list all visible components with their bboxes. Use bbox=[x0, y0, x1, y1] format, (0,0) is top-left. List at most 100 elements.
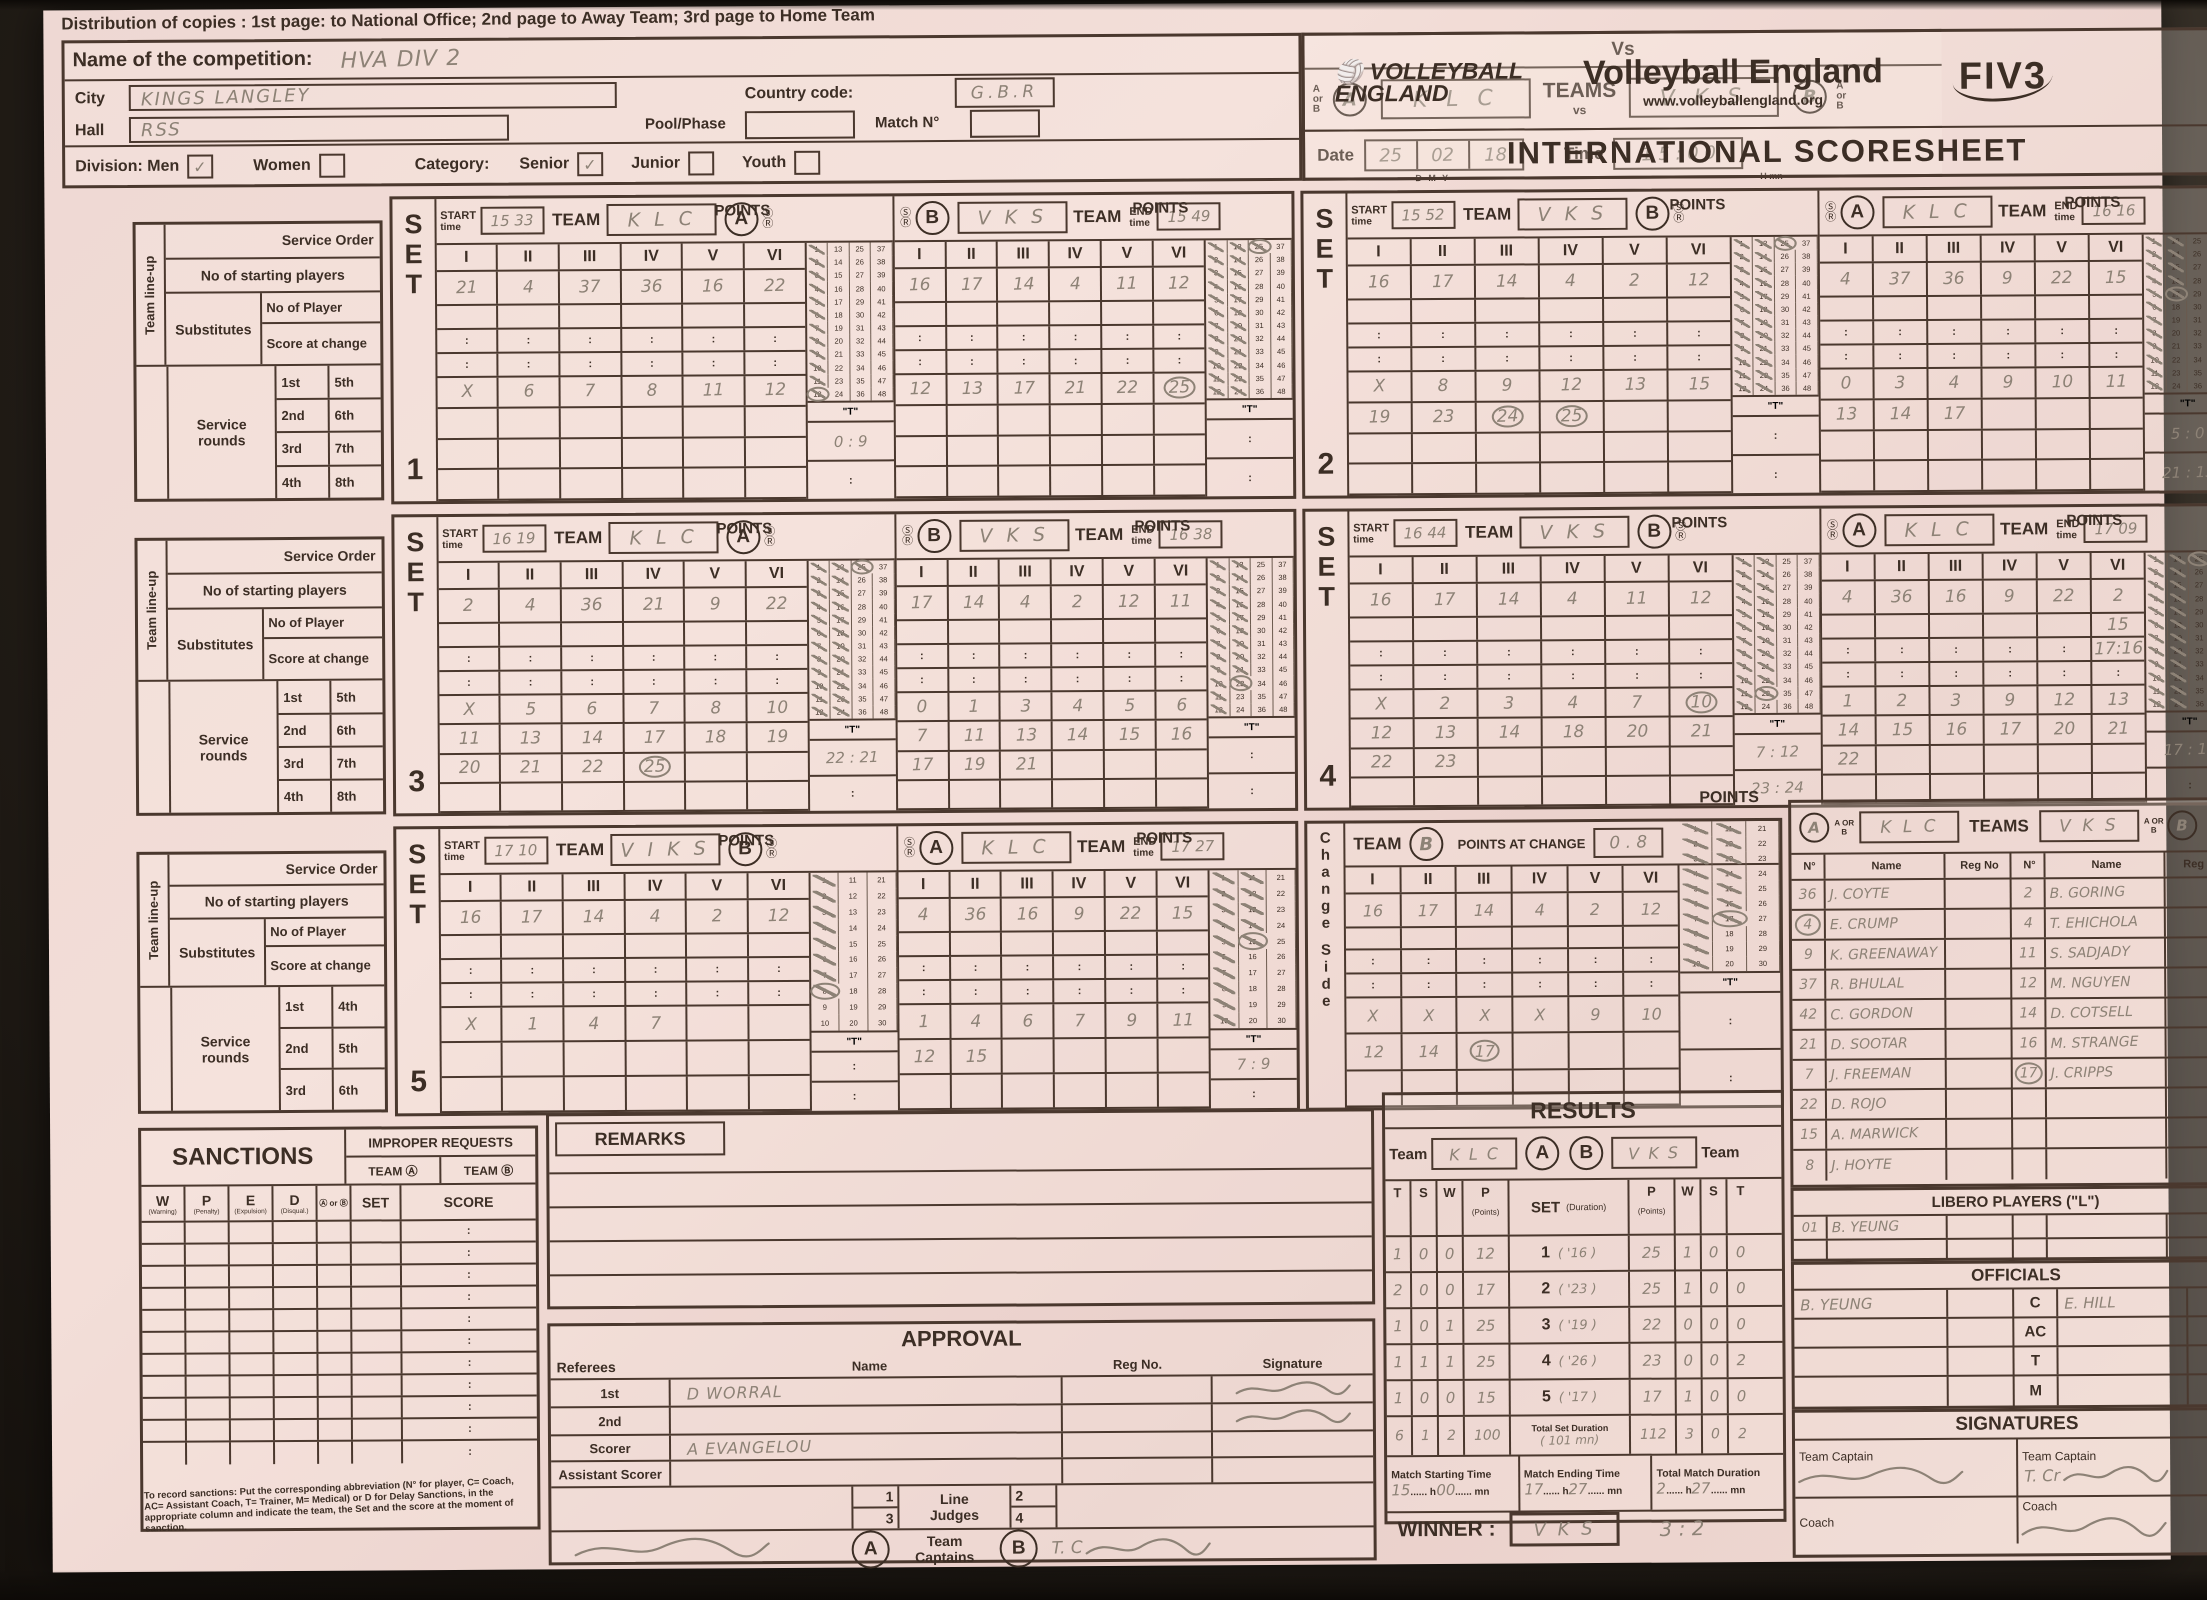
grid-cell: 17 bbox=[502, 901, 564, 934]
tally-number: 27 bbox=[1267, 964, 1297, 981]
service-round-row: X 5 6 7 8 10 bbox=[439, 693, 808, 726]
grid-value: 4 bbox=[649, 906, 661, 927]
numeral: VI bbox=[770, 876, 787, 894]
improper-title: IMPROPER REQUESTS bbox=[368, 1134, 513, 1151]
grid-value: 14 bbox=[1066, 724, 1090, 746]
results-cell: 1 bbox=[1675, 1271, 1703, 1306]
results-a-value: 0 bbox=[1445, 1388, 1456, 1408]
tally-number: 5 bbox=[1731, 289, 1754, 303]
grid-value: 4 bbox=[1534, 899, 1545, 919]
numeral: I bbox=[465, 566, 471, 584]
lineup-row: 17 14 4 2 12 11 bbox=[896, 585, 1206, 622]
coach-signature-row: Coach Coach bbox=[1795, 1496, 2207, 1545]
grid-value: 17:16 bbox=[2093, 638, 2143, 660]
numeral: II bbox=[523, 248, 533, 266]
grid-cell: : bbox=[1350, 666, 1415, 689]
results-b-value: 25 bbox=[1642, 1279, 1662, 1298]
dots-mark: : bbox=[1507, 646, 1511, 659]
set-word-letter: T bbox=[1318, 581, 1336, 612]
grid-cell bbox=[1000, 620, 1053, 643]
dots-mark: : bbox=[2006, 349, 2011, 362]
grid-cell: 17 bbox=[1411, 265, 1476, 299]
tally-number: 9 bbox=[808, 665, 831, 680]
dots-mark: : bbox=[1443, 670, 1447, 683]
start-time-wrap: START time bbox=[436, 209, 476, 232]
grid-cell: 16 bbox=[1157, 721, 1207, 749]
set-word-letter: S bbox=[404, 209, 423, 240]
score-change-row: :::::: bbox=[898, 955, 1209, 982]
grid-value: 13 bbox=[960, 378, 984, 400]
grid-cell bbox=[502, 935, 565, 958]
results-a-value: 0 bbox=[1418, 1244, 1429, 1264]
tally-number: 34 bbox=[850, 360, 872, 375]
captain-a-cell: Team Captain bbox=[1795, 1439, 2019, 1497]
grid-value: 17 bbox=[910, 592, 933, 614]
approval-name-cell bbox=[670, 1405, 1063, 1434]
substitution-row: 15 bbox=[1821, 613, 2145, 640]
grid-cell: : bbox=[437, 353, 499, 377]
service-order-row: Service Order bbox=[167, 539, 382, 575]
timeout-row: : bbox=[1207, 459, 1293, 497]
set-word-letter: S bbox=[1315, 203, 1334, 234]
points-column: POINTS 1 11 21 2 12 22 3 13 23 4 14 24 5 15 25 6 16 26 7 17 2… bbox=[1678, 776, 1781, 1106]
start-time-sub: time bbox=[444, 851, 465, 863]
dots-mark: : bbox=[1379, 671, 1383, 684]
grid-cell: : bbox=[1927, 320, 1983, 343]
results-a-value: 15 bbox=[1476, 1388, 1497, 1407]
t-label-row: "T" bbox=[807, 402, 894, 423]
tally-number: 34 bbox=[1251, 676, 1273, 690]
tally-number: 23 bbox=[1229, 689, 1252, 704]
match-no-label: Match N° bbox=[874, 114, 940, 132]
grid-value: 25 bbox=[638, 755, 671, 779]
grid-value: 7 bbox=[650, 1013, 662, 1034]
tally-number: 33 bbox=[1776, 660, 1799, 674]
tally-number: 43 bbox=[1798, 633, 1820, 647]
numeral: II bbox=[1894, 239, 1904, 257]
set-half: Ⓢ Ⓡ B V K S TEAM END time 15 49 I II III IV V VI 16 17 1… bbox=[894, 193, 1294, 499]
dots-mark: : bbox=[1371, 979, 1375, 992]
grid-cell: 1 bbox=[1822, 687, 1877, 715]
rounds-ordinals: 1st 5th 2nd 6th 3rd 7th 4th 8th bbox=[278, 680, 383, 813]
tally-number: 48 bbox=[873, 705, 896, 719]
grid-cell bbox=[747, 622, 807, 644]
sr-r: Ⓡ bbox=[902, 535, 914, 548]
grid-cell: : bbox=[749, 982, 809, 1004]
numeral-cell: III bbox=[1477, 556, 1542, 582]
official-b-name: E. HILL bbox=[2063, 1292, 2116, 1313]
service-reception-icon: Ⓢ Ⓡ bbox=[904, 837, 915, 859]
grid-cell bbox=[1604, 462, 1669, 492]
results-a-total: 100 bbox=[1473, 1427, 1501, 1445]
grid-cell: : bbox=[1154, 349, 1204, 371]
start-time-value: 16 19 bbox=[492, 529, 536, 549]
grid-cell: 20 bbox=[2038, 715, 2093, 743]
tally-number: 25 bbox=[1776, 554, 1798, 569]
grid-cell: 1 bbox=[898, 1004, 952, 1039]
service-round-row: 13 14 17 bbox=[1820, 398, 2143, 432]
grid-value: 17 bbox=[1012, 378, 1036, 400]
grid-cell bbox=[750, 1076, 810, 1109]
numeral: V bbox=[711, 876, 723, 894]
substitution-row bbox=[440, 933, 809, 961]
tally-number: 12 bbox=[2144, 379, 2167, 393]
results-col-head: P (Points) bbox=[1463, 1180, 1510, 1235]
lineup-grid: I II III IV V VI 17 14 4 2 12 11::::::::::::0 1 3 4 5 6 7… bbox=[896, 558, 1210, 811]
results-set-num: 3 bbox=[1541, 1316, 1551, 1334]
grid-cell: : bbox=[1541, 640, 1606, 664]
roster-cell bbox=[2047, 1118, 2168, 1148]
results-a-value: 17 bbox=[1476, 1280, 1496, 1299]
match-time-h: 2 bbox=[1656, 1479, 1667, 1498]
tally-number: 1 bbox=[2145, 552, 2168, 566]
tally-number: 11 bbox=[2146, 684, 2168, 698]
grid-value: 14 bbox=[962, 592, 985, 614]
tally-number: 46 bbox=[1798, 673, 1821, 687]
official-b-reg-cell bbox=[2189, 1375, 2207, 1404]
captain-b-cell: Team Captain T. Cr bbox=[2018, 1438, 2207, 1495]
tally-number: 36 bbox=[1251, 702, 1274, 717]
tally-number: 22 bbox=[1227, 358, 1250, 372]
grid-value: 9 bbox=[709, 594, 721, 615]
roster-value: J. FREEMAN bbox=[1830, 1065, 1912, 1084]
tally-number: 28 bbox=[2188, 591, 2207, 606]
grid-value: 22 bbox=[581, 756, 604, 778]
tally-number: 19 bbox=[1713, 941, 1747, 957]
tally-number: 12 bbox=[1712, 836, 1747, 852]
